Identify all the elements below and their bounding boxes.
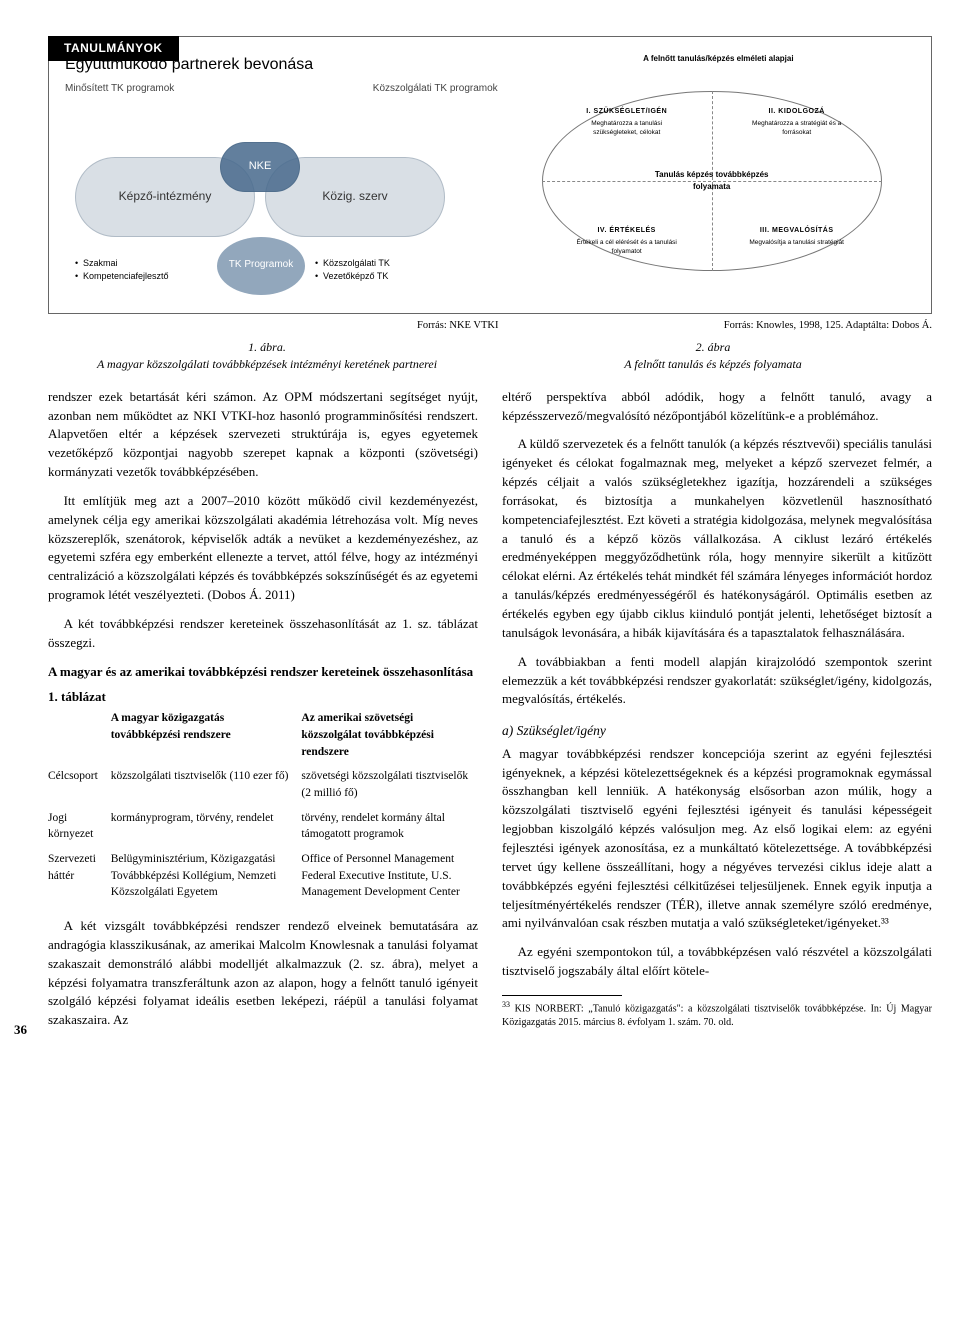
quad-1: I. SZÜKSÉGLET/IGÉN Meghatározza a tanulá…	[572, 107, 682, 138]
footnote: 33 KIS NORBERT: „Tanuló közigazgatás": a…	[502, 1000, 932, 1029]
quad-3: III. MEGVALÓSÍTÁS Megvalósítja a tanulás…	[742, 226, 852, 248]
table-row: Célcsoport közszolgálati tisztviselők (1…	[48, 766, 478, 807]
table-row: Jogi környezet kormányprogram, törvény, …	[48, 808, 478, 849]
ellipse-center: Tanulás képzés továbbképzés folyamata	[652, 153, 772, 209]
venn-diagram: Képző-intézmény Közig. szerv NKE TK Prog…	[65, 107, 498, 297]
footnote-marker: 33	[502, 1000, 510, 1009]
col-left: rendszer ezek betartását kéri számon. Az…	[48, 388, 478, 1040]
lc-p4: A két vizsgált továbbképzési rendszer re…	[48, 917, 478, 1030]
quad-4: IV. ÉRTÉKELÉS Értékeli a cél elérését és…	[572, 226, 682, 257]
page-number: 36	[14, 1021, 27, 1040]
table-label: 1. táblázat	[48, 688, 478, 707]
source-left: Forrás: NKE VTKI	[48, 318, 506, 333]
q1-head: I. SZÜKSÉGLET/IGÉN	[572, 107, 682, 117]
cap-left-text: A magyar közszolgálati továbbképzések in…	[97, 357, 437, 371]
q1-text: Meghatározza a tanulási szükségleteket, …	[572, 119, 682, 138]
ellipse-diagram: Tanulás képzés továbbképzés folyamata I.…	[522, 71, 915, 291]
caption-right: 2. ábra A felnőtt tanulás és képzés foly…	[494, 339, 932, 374]
lc-p3: A két továbbképzési rendszer kereteinek …	[48, 615, 478, 653]
bullet-r-1: Vezetőképző TK	[315, 270, 390, 283]
subsection-title: a) Szükséglet/igény	[502, 721, 932, 741]
cap-right-no: 2. ábra	[696, 340, 731, 354]
source-right: Forrás: Knowles, 1998, 125. Adaptálta: D…	[514, 318, 932, 333]
th-empty	[48, 708, 111, 766]
cap-right-text: A felnőtt tanulás és képzés folyamata	[624, 357, 801, 371]
caption-left: 1. ábra. A magyar közszolgálati továbbké…	[48, 339, 486, 374]
diagrams-box: Együttműködő partnerek bevonása Minősíte…	[48, 36, 932, 314]
rc-p3: A továbbiakban a fenti modell alapján ki…	[502, 653, 932, 710]
r1-c1: közszolgálati tisztviselők (110 ezer fő)	[111, 766, 302, 807]
section-title: A magyar és az amerikai továbbképzési re…	[48, 663, 478, 682]
dia-left-sub1: Minősített TK programok	[65, 82, 174, 97]
bullet-l-0: Szakmai	[75, 257, 169, 270]
lc-p1: rendszer ezek betartását kéri számon. Az…	[48, 388, 478, 482]
rc-p1: eltérő perspektíva abból adódik, hogy a …	[502, 388, 932, 426]
q4-text: Értékeli a cél elérését és a tanulási fo…	[572, 238, 682, 257]
diagram-right: A felnőtt tanulás/képzés elméleti alapja…	[514, 45, 923, 305]
r3-c1: Belügyminisztérium, Közigazgatási Tovább…	[111, 849, 302, 907]
r3-c2: Office of Personnel Management Federal E…	[301, 849, 478, 907]
rc-p4: A magyar továbbképzési rendszer koncepci…	[502, 745, 932, 933]
footnote-text: KIS NORBERT: „Tanuló közigazgatás": a kö…	[502, 1003, 932, 1028]
r1-c2: szövetségi közszolgálati tisztviselők (2…	[301, 766, 478, 807]
dia-right-title: A felnőtt tanulás/képzés elméleti alapja…	[522, 53, 915, 65]
col-right: eltérő perspektíva abból adódik, hogy a …	[502, 388, 932, 1040]
comparison-table: A magyar közigazgatás továbbképzési rend…	[48, 708, 478, 907]
th-hu: A magyar közigazgatás továbbképzési rend…	[111, 708, 302, 766]
node-nke: NKE	[220, 142, 300, 192]
r2-c2: törvény, rendelet kormány által támogato…	[301, 808, 478, 849]
q2-head: II. KIDOLGOZÁ	[742, 107, 852, 117]
diagram-left: Együttműködő partnerek bevonása Minősíte…	[57, 45, 506, 305]
r2-c1: kormányprogram, törvény, rendelet	[111, 808, 302, 849]
q3-text: Megvalósítja a tanulási stratégiát	[742, 238, 852, 247]
cap-left-no: 1. ábra.	[248, 340, 286, 354]
q3-head: III. MEGVALÓSÍTÁS	[742, 226, 852, 236]
bullet-l-1: Kompetenciafejlesztő	[75, 270, 169, 283]
table-row: Szervezeti háttér Belügyminisztérium, Kö…	[48, 849, 478, 907]
r3-label: Szervezeti háttér	[48, 849, 111, 907]
rc-p2: A küldő szervezetek és a felnőtt tanulók…	[502, 435, 932, 642]
bullets-right: Közszolgálati TK Vezetőképző TK	[315, 257, 390, 283]
rc-p5: Az egyéni szempontokon túl, a továbbképz…	[502, 943, 932, 981]
bullets-left: Szakmai Kompetenciafejlesztő	[75, 257, 169, 283]
section-tab: TANULMÁNYOK	[48, 36, 179, 61]
quad-2: II. KIDOLGOZÁ Meghatározza a stratégiát …	[742, 107, 852, 138]
r1-label: Célcsoport	[48, 766, 111, 807]
q2-text: Meghatározza a stratégiát és a forrásoka…	[742, 119, 852, 138]
node-tk: TK Programok	[217, 237, 305, 295]
th-us: Az amerikai szövetségi közszolgálat tová…	[301, 708, 478, 766]
footnote-rule	[502, 995, 622, 996]
body-columns: rendszer ezek betartását kéri számon. Az…	[48, 388, 932, 1040]
q4-head: IV. ÉRTÉKELÉS	[572, 226, 682, 236]
lc-p2: Itt említjük meg azt a 2007–2010 között …	[48, 492, 478, 605]
bullet-r-0: Közszolgálati TK	[315, 257, 390, 270]
dia-left-sub2: Közszolgálati TK programok	[373, 82, 498, 97]
r2-label: Jogi környezet	[48, 808, 111, 849]
